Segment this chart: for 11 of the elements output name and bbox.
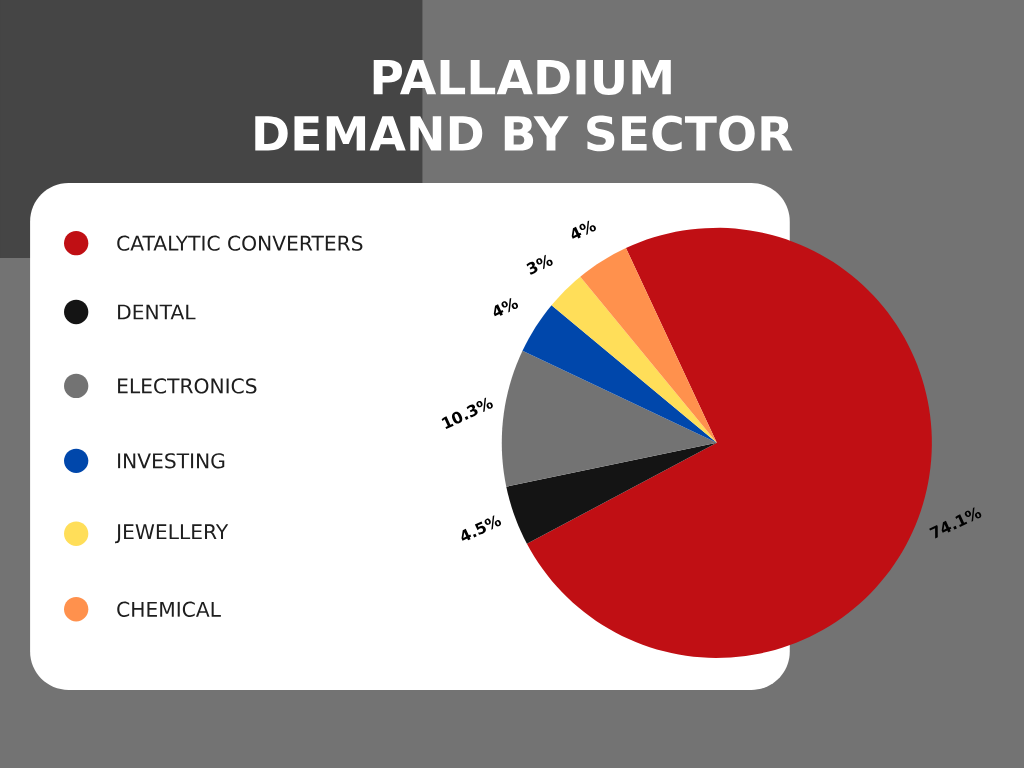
- data-label: 4%: [493, 297, 519, 317]
- legend-label: INVESTING: [118, 453, 225, 469]
- legend-label: CHEMICAL: [117, 601, 221, 617]
- legend-label: DENTAL: [118, 304, 196, 320]
- data-label: 4%: [571, 220, 596, 239]
- legend-label: ELECTRONICS: [118, 378, 257, 394]
- legend-label: CATALYTIC CONVERTERS: [117, 235, 363, 251]
- data-label: 3%: [526, 254, 553, 275]
- legend-label: JEWELLERY: [115, 524, 229, 544]
- data-label: 4.5%: [461, 515, 502, 541]
- chart-title: PALLADIUM DEMAND BY SECTOR: [255, 59, 793, 152]
